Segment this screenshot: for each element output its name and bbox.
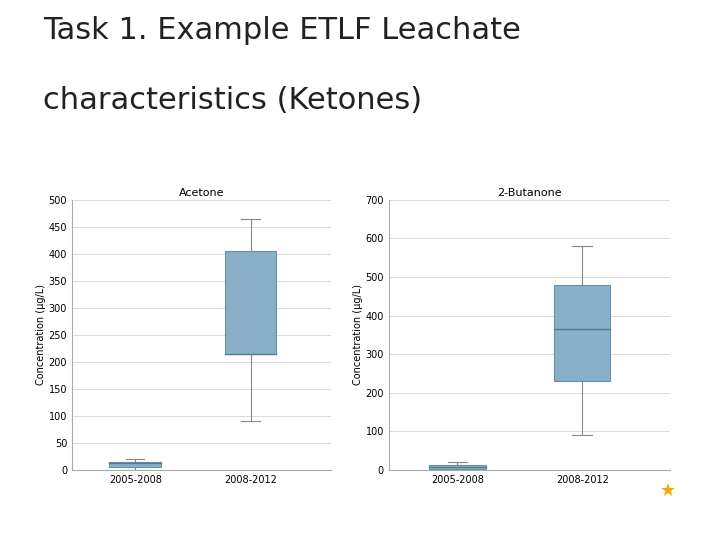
Text: Task 1. Example ETLF Leachate: Task 1. Example ETLF Leachate [43, 16, 521, 45]
FancyBboxPatch shape [554, 285, 611, 381]
Y-axis label: Concentration (µg/L): Concentration (µg/L) [353, 284, 363, 386]
Text: ★: ★ [660, 482, 676, 500]
Y-axis label: Concentration (µg/L): Concentration (µg/L) [36, 284, 46, 386]
FancyBboxPatch shape [225, 251, 276, 354]
Text: UCF: UCF [651, 507, 685, 522]
Title: 2-Butanone: 2-Butanone [497, 187, 562, 198]
Title: Acetone: Acetone [179, 187, 225, 198]
FancyBboxPatch shape [429, 465, 485, 469]
Text: characteristics (Ketones): characteristics (Ketones) [43, 86, 423, 116]
FancyBboxPatch shape [109, 462, 161, 467]
